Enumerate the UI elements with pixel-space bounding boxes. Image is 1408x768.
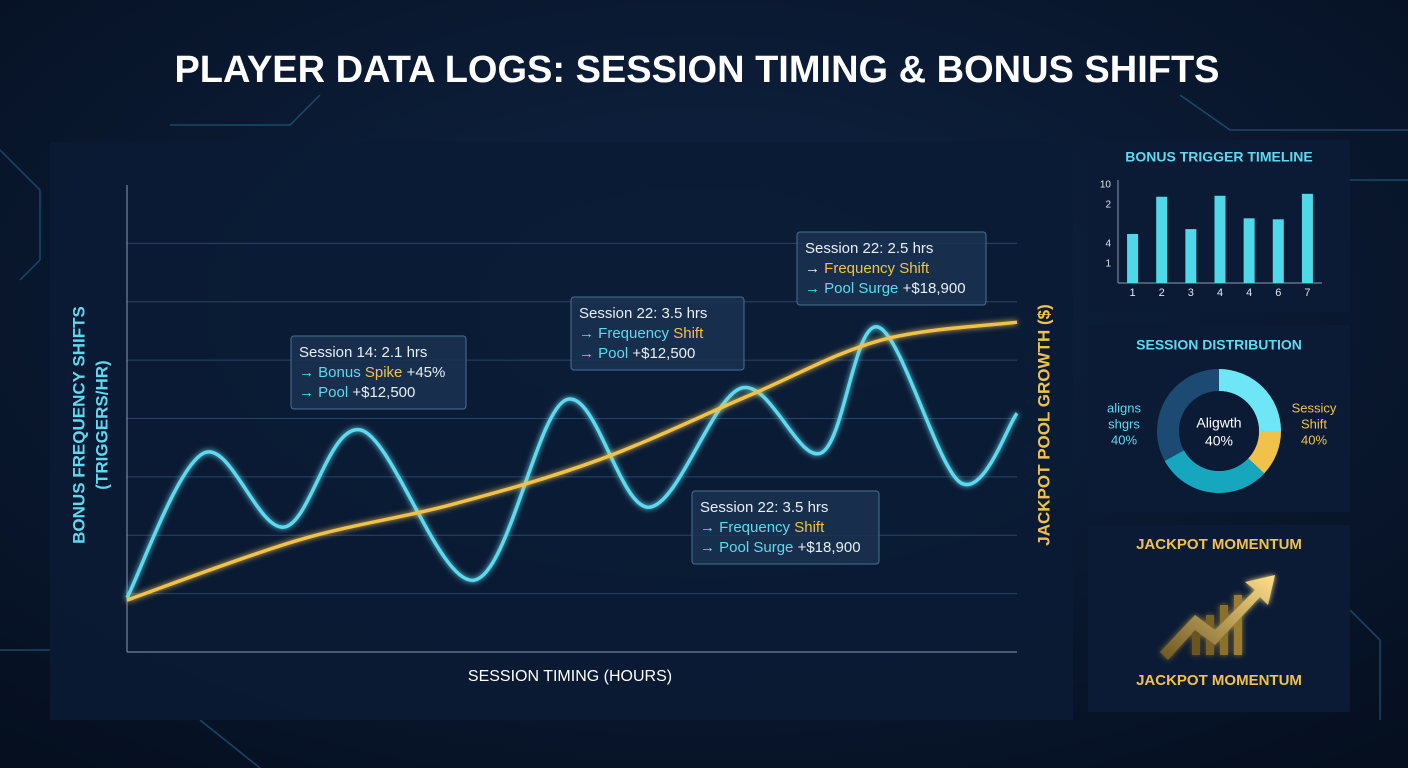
annotation-segment: → Pool: [579, 345, 632, 362]
bar: [1156, 196, 1168, 283]
annotation-text: Session 22: 3.5 hrs: [579, 305, 707, 322]
annotation-text: Session 22: 3.5 hrs: [700, 499, 828, 516]
page-title: PLAYER DATA LOGS: SESSION TIMING & BONUS…: [174, 49, 1219, 91]
chart-title: SESSION DISTRIBUTION: [1136, 337, 1302, 353]
annotation-segment: Shift: [794, 519, 825, 536]
annotation-segment: +$12,500: [352, 384, 415, 401]
y-tick-label: 2: [1105, 200, 1111, 211]
series-line: [125, 325, 1019, 599]
segment-label: Shift: [1301, 416, 1327, 431]
annotation-segment: +$18,900: [903, 280, 966, 297]
annotation-segment: Session 22: 3.5 hrs: [579, 305, 707, 322]
x-tick-label: 2: [1159, 287, 1165, 299]
annotation-segment: → Frequency: [579, 325, 673, 342]
annotation-segment: → Pool Surge: [700, 539, 798, 556]
center-label: 40%: [1205, 433, 1233, 449]
bar: [1272, 219, 1284, 283]
annotation-segment: → Pool: [299, 384, 352, 401]
annotation-text: Session 22: 2.5 hrs: [805, 240, 933, 257]
annotation-text: → Pool Surge +$18,900: [700, 539, 861, 556]
bar: [1301, 193, 1313, 283]
segment-label: shgrs: [1108, 416, 1140, 431]
circuit-decor: [0, 94, 1408, 768]
jackpot-panel: [1088, 525, 1350, 712]
annotation-segment: +$12,500: [632, 345, 695, 362]
segment-label: 40%: [1301, 432, 1327, 447]
annotation-segment: Session 14: 2.1 hrs: [299, 344, 427, 361]
annotation-text: → Frequency Shift: [700, 519, 825, 536]
y-tick-label: 4: [1105, 239, 1111, 250]
annotation-text: → Frequency Shift: [805, 260, 930, 277]
x-tick-label: 3: [1188, 287, 1194, 299]
annotation-box: [796, 231, 987, 306]
annotation-segment: +$18,900: [798, 539, 861, 556]
y-tick-label: 1: [1105, 259, 1111, 270]
annotation-box: [290, 335, 467, 410]
x-tick-label: 4: [1246, 287, 1252, 299]
annotation-box: [570, 296, 745, 371]
main-panel: [50, 142, 1073, 720]
x-axis-label: SESSION TIMING (HOURS): [468, 668, 672, 685]
annotation-text: → Bonus Spike +45%: [299, 364, 445, 381]
series-line: [126, 320, 1018, 602]
pie-segment: [1219, 369, 1281, 431]
x-tick-label: 4: [1217, 287, 1223, 299]
jackpot-icon: [1160, 575, 1275, 660]
annotation-segment: → Bonus: [299, 364, 365, 381]
x-tick-label: 6: [1275, 287, 1281, 299]
bar: [1214, 195, 1226, 283]
segment-label: 40%: [1111, 432, 1137, 447]
annotation-segment: → Pool Surge: [805, 280, 903, 297]
annotation-text: → Pool +$12,500: [299, 384, 415, 401]
annotation-segment: Frequency Shift: [824, 260, 930, 277]
pie-segment: [1157, 369, 1219, 461]
chart-title: BONUS TRIGGER TIMELINE: [1125, 149, 1312, 165]
x-tick-label: 1: [1130, 287, 1136, 299]
bar: [1185, 229, 1197, 283]
pie-segment: [1164, 450, 1265, 494]
annotation-segment: Shift: [673, 325, 704, 342]
y-tick-label: 10: [1100, 180, 1112, 191]
segment-label: aligns: [1107, 400, 1141, 415]
y2-axis-label: JACKPOT POOL GROWTH ($): [1034, 304, 1053, 545]
bar: [1127, 234, 1139, 283]
segment-label: Sessicy: [1292, 400, 1337, 415]
pie-hole: [1179, 391, 1259, 471]
pie-segment: [1248, 431, 1281, 474]
y-axis-label: (TRIGGERS/HR): [92, 360, 111, 489]
jackpot-footer: JACKPOT MOMENTUM: [1136, 672, 1302, 689]
annotation-segment: Spike: [365, 364, 403, 381]
bar: [1243, 218, 1255, 283]
x-tick-label: 7: [1304, 287, 1310, 299]
y-axis-label: BONUS FREQUENCY SHIFTS: [69, 306, 88, 544]
annotation-segment: Session 22: 2.5 hrs: [805, 240, 933, 257]
annotation-text: → Pool +$12,500: [579, 345, 695, 362]
annotation-segment: Session 22: 3.5 hrs: [700, 499, 828, 516]
annotation-box: [691, 490, 880, 565]
annotation-text: → Pool Surge +$18,900: [805, 280, 966, 297]
jackpot-title: JACKPOT MOMENTUM: [1136, 536, 1302, 553]
center-label: Aligwth: [1196, 415, 1241, 431]
annotation-text: → Frequency Shift: [579, 325, 704, 342]
annotation-segment: → Frequency: [700, 519, 794, 536]
annotation-segment: +45%: [402, 364, 445, 381]
annotation-segment: →: [805, 260, 824, 277]
annotation-text: Session 14: 2.1 hrs: [299, 344, 427, 361]
